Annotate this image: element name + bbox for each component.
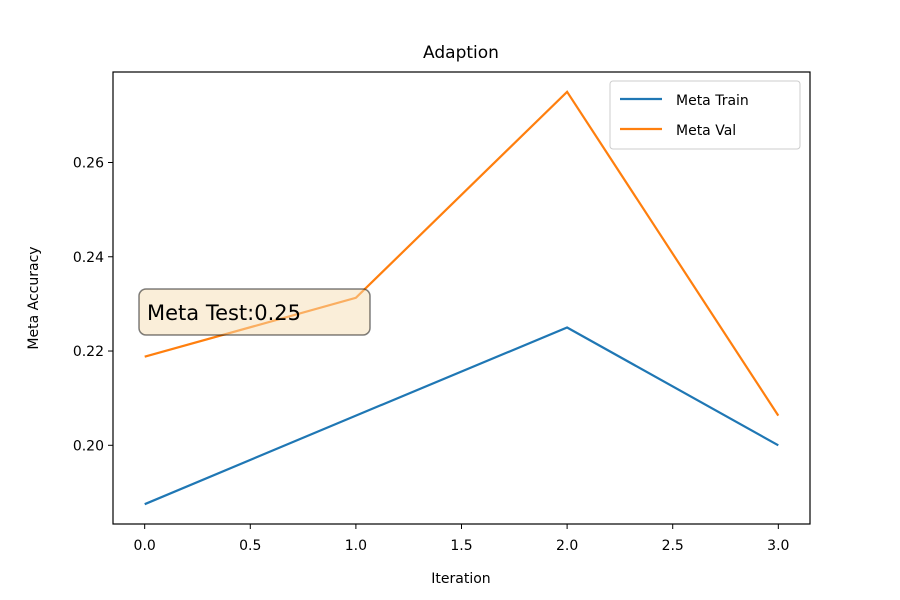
x-tick-label: 1.0 [345,538,367,554]
meta-test-annotation: Meta Test:0.25 [138,288,371,336]
annotation-box [138,288,371,336]
y-tick-label: 0.22 [73,344,104,360]
y-axis-label: Meta Accuracy [26,246,42,349]
x-axis: 0.0 0.5 1.0 1.5 2.0 2.5 3.0 [134,524,789,554]
x-tick-label: 0.5 [239,538,261,554]
legend-label-meta-train: Meta Train [676,93,749,109]
y-axis: 0.20 0.22 0.24 0.26 [73,155,113,454]
x-tick-label: 0.0 [134,538,156,554]
y-tick-label: 0.26 [73,155,104,171]
chart-title: Adaption [423,43,499,63]
x-tick-label: 2.0 [556,538,578,554]
x-tick-label: 1.5 [450,538,472,554]
x-axis-label: Iteration [431,571,490,587]
legend: Meta Train Meta Val [609,80,801,150]
legend-label-meta-val: Meta Val [676,123,736,139]
series-line-meta-train [144,326,779,506]
x-tick-label: 2.5 [662,538,684,554]
y-tick-label: 0.20 [73,438,104,454]
x-tick-label: 3.0 [767,538,789,554]
y-tick-label: 0.24 [73,250,104,266]
annotation-text: Meta Test:0.25 [147,301,301,325]
